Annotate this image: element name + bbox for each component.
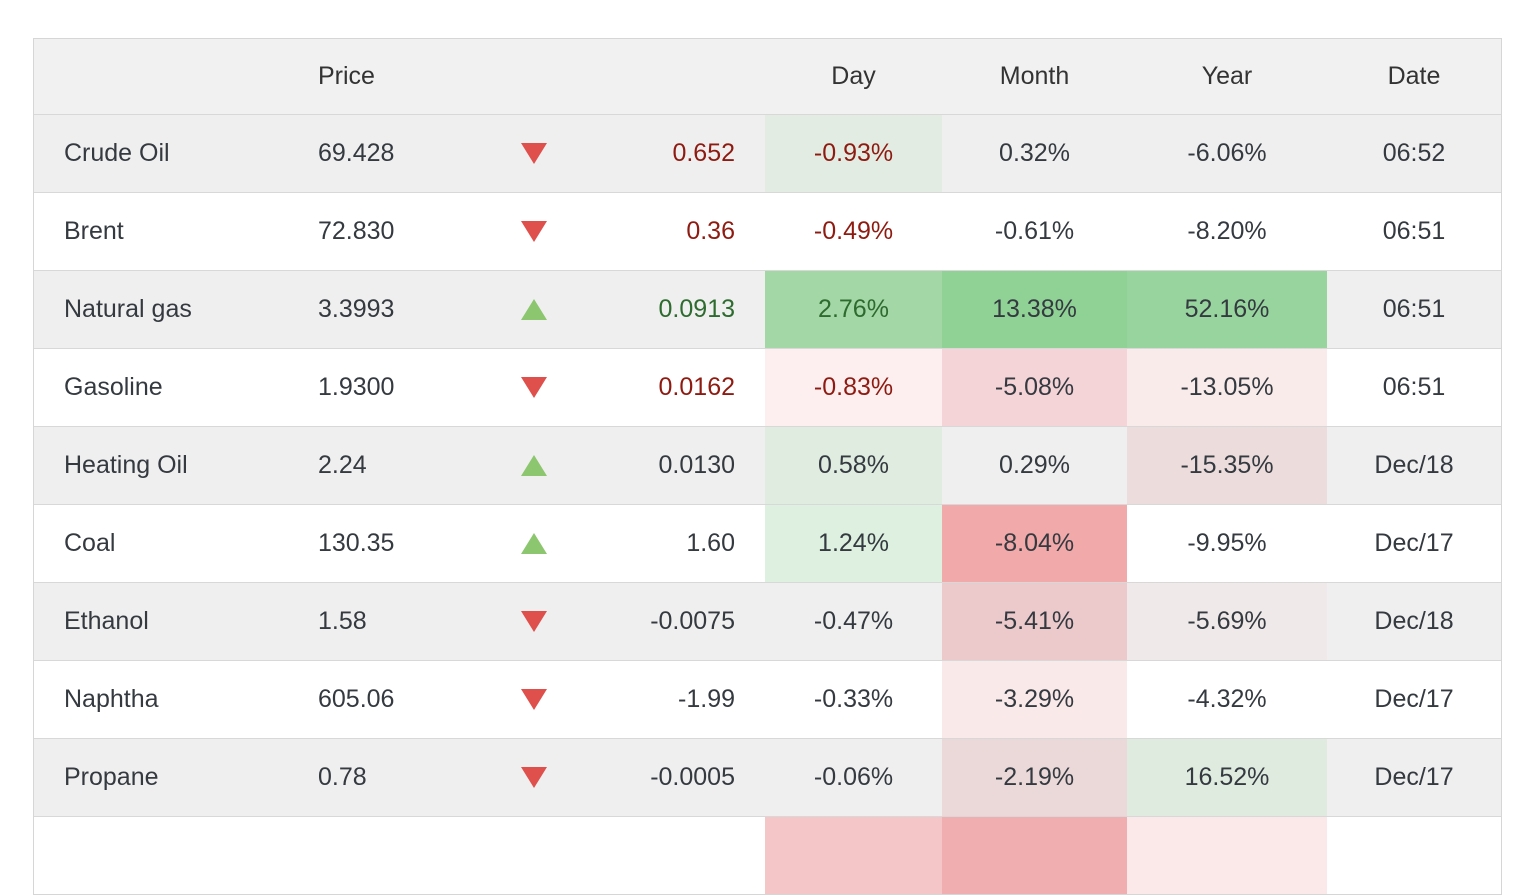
commodity-name-link[interactable]: Coal (34, 504, 295, 582)
header-day: Day (765, 39, 942, 114)
day-percent-cell: -0.47% (765, 582, 942, 660)
commodity-name-link[interactable]: Naphtha (34, 660, 295, 738)
date-cell: Dec/17 (1327, 660, 1501, 738)
change-value: -1.99 (563, 660, 765, 738)
change-direction-icon (521, 611, 547, 632)
date-cell: 06:52 (1327, 114, 1501, 192)
day-percent-cell: 0.58% (765, 426, 942, 504)
commodity-name-link[interactable]: Propane (34, 738, 295, 816)
date-cell (1327, 816, 1501, 894)
date-cell: Dec/17 (1327, 738, 1501, 816)
commodity-name-link[interactable]: Natural gas (34, 270, 295, 348)
year-percent-cell: -4.32% (1127, 660, 1327, 738)
change-direction-icon (521, 455, 547, 476)
date-cell: 06:51 (1327, 348, 1501, 426)
month-percent-cell (942, 816, 1127, 894)
month-percent-cell: -8.04% (942, 504, 1127, 582)
price-value: 2.24 (295, 426, 505, 504)
date-cell: Dec/18 (1327, 426, 1501, 504)
day-percent-cell: -0.33% (765, 660, 942, 738)
month-percent-cell: -0.61% (942, 192, 1127, 270)
day-percent-cell: -0.49% (765, 192, 942, 270)
change-value: 0.36 (563, 192, 765, 270)
year-percent-cell: -6.06% (1127, 114, 1327, 192)
table-row: Coal 130.35 1.60 1.24% -8.04% -9.95% Dec… (34, 504, 1501, 582)
table-row: Natural gas 3.3993 0.0913 2.76% 13.38% 5… (34, 270, 1501, 348)
month-percent-cell: 0.29% (942, 426, 1127, 504)
month-percent-cell: -5.08% (942, 348, 1127, 426)
price-value: 1.58 (295, 582, 505, 660)
price-value: 3.3993 (295, 270, 505, 348)
change-value: 0.0162 (563, 348, 765, 426)
change-value: 0.0913 (563, 270, 765, 348)
commodity-name-link[interactable]: Heating Oil (34, 426, 295, 504)
month-percent-cell: -3.29% (942, 660, 1127, 738)
header-date: Date (1327, 39, 1501, 114)
price-value: 605.06 (295, 660, 505, 738)
table-row: Brent 72.830 0.36 -0.49% -0.61% -8.20% 0… (34, 192, 1501, 270)
date-cell: Dec/18 (1327, 582, 1501, 660)
table-row: Ethanol 1.58 -0.0075 -0.47% -5.41% -5.69… (34, 582, 1501, 660)
price-value: 72.830 (295, 192, 505, 270)
change-direction-icon (521, 377, 547, 398)
year-percent-cell (1127, 816, 1327, 894)
change-value: -0.0005 (563, 738, 765, 816)
price-value: 1.9300 (295, 348, 505, 426)
change-direction-icon (521, 143, 547, 164)
change-direction-icon (521, 221, 547, 242)
month-percent-cell: 0.32% (942, 114, 1127, 192)
table-header: Price Day Month Year Date (34, 39, 1501, 114)
header-name (34, 39, 295, 114)
header-month: Month (942, 39, 1127, 114)
day-percent-cell: -0.06% (765, 738, 942, 816)
table-row: Heating Oil 2.24 0.0130 0.58% 0.29% -15.… (34, 426, 1501, 504)
price-value: 130.35 (295, 504, 505, 582)
change-direction-icon (521, 299, 547, 320)
change-value (563, 816, 765, 894)
table-row: Naphtha 605.06 -1.99 -0.33% -3.29% -4.32… (34, 660, 1501, 738)
day-percent-cell: -0.93% (765, 114, 942, 192)
commodity-name-link[interactable]: Gasoline (34, 348, 295, 426)
change-value: 0.0130 (563, 426, 765, 504)
change-value: -0.0075 (563, 582, 765, 660)
table-row (34, 816, 1501, 894)
date-cell: 06:51 (1327, 270, 1501, 348)
table-row: Propane 0.78 -0.0005 -0.06% -2.19% 16.52… (34, 738, 1501, 816)
year-percent-cell: 52.16% (1127, 270, 1327, 348)
commodity-name-link[interactable] (34, 816, 295, 894)
change-value: 0.652 (563, 114, 765, 192)
price-value: 0.78 (295, 738, 505, 816)
month-percent-cell: 13.38% (942, 270, 1127, 348)
day-percent-cell: 2.76% (765, 270, 942, 348)
day-percent-cell (765, 816, 942, 894)
year-percent-cell: -15.35% (1127, 426, 1327, 504)
commodity-name-link[interactable]: Crude Oil (34, 114, 295, 192)
table-row: Crude Oil 69.428 0.652 -0.93% 0.32% -6.0… (34, 114, 1501, 192)
change-direction-icon (521, 767, 547, 788)
price-value (295, 816, 505, 894)
change-value: 1.60 (563, 504, 765, 582)
commodity-name-link[interactable]: Ethanol (34, 582, 295, 660)
commodity-name-link[interactable]: Brent (34, 192, 295, 270)
header-year: Year (1127, 39, 1327, 114)
price-value: 69.428 (295, 114, 505, 192)
table-row: Gasoline 1.9300 0.0162 -0.83% -5.08% -13… (34, 348, 1501, 426)
year-percent-cell: -9.95% (1127, 504, 1327, 582)
day-percent-cell: 1.24% (765, 504, 942, 582)
commodities-table: Price Day Month Year Date Crude Oil 69.4… (33, 38, 1502, 895)
change-direction-icon (521, 533, 547, 554)
year-percent-cell: -13.05% (1127, 348, 1327, 426)
year-percent-cell: 16.52% (1127, 738, 1327, 816)
header-arrow-spacer (505, 39, 563, 114)
header-change-spacer (563, 39, 765, 114)
day-percent-cell: -0.83% (765, 348, 942, 426)
date-cell: Dec/17 (1327, 504, 1501, 582)
header-price: Price (295, 39, 505, 114)
year-percent-cell: -8.20% (1127, 192, 1327, 270)
change-direction-icon (521, 689, 547, 710)
date-cell: 06:51 (1327, 192, 1501, 270)
year-percent-cell: -5.69% (1127, 582, 1327, 660)
month-percent-cell: -5.41% (942, 582, 1127, 660)
month-percent-cell: -2.19% (942, 738, 1127, 816)
